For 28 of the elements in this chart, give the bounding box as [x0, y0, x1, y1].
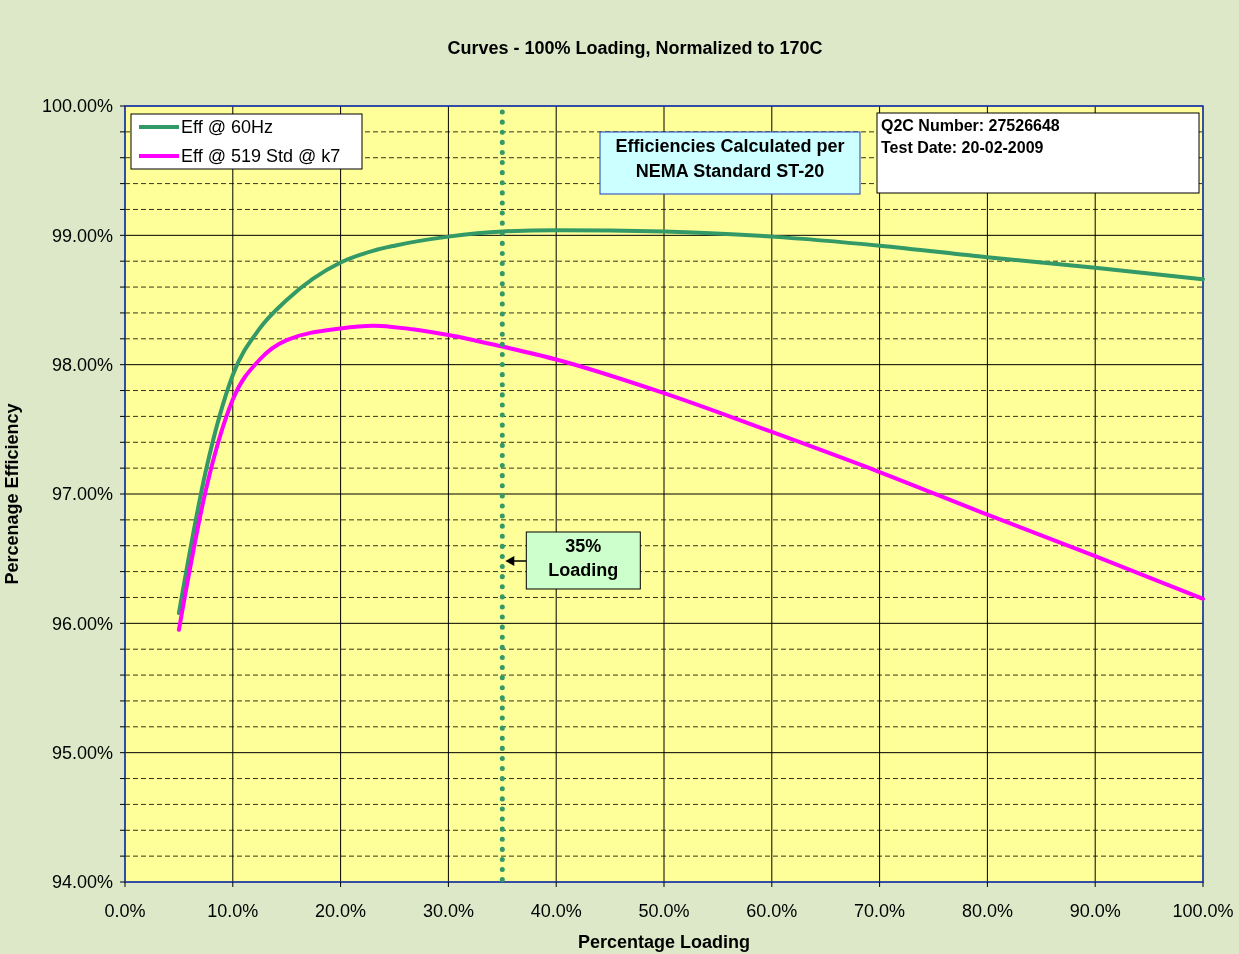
x-tick-label: 60.0%	[746, 901, 798, 921]
y-tick-label: 97.00%	[51, 484, 113, 505]
x-tick-label: 40.0%	[530, 901, 582, 921]
x-tick-label: 70.0%	[854, 901, 906, 921]
annotation: Q2C Number: 27526648	[881, 117, 1060, 134]
line-series	[176, 323, 1205, 632]
x-tick-label: 100.0%	[1172, 901, 1234, 921]
y-tick-label: 96.00%	[51, 613, 113, 634]
chart-title: Curves - 100% Loading, Normalized to 170C	[447, 38, 823, 58]
y-tick-label: 99.00%	[51, 225, 113, 246]
x-tick-label: 0.0%	[104, 901, 146, 921]
y-tick-label: 98.00%	[51, 354, 113, 375]
x-tick-label: 80.0%	[961, 901, 1013, 921]
annotation: Efficiencies Calculated per NEMA Standard ST-20	[615, 136, 845, 181]
annotation: Test Date: 20-02-2009	[881, 139, 1044, 156]
ref-line-label: 35% Loading	[548, 536, 619, 580]
x-tick-label: 50.0%	[638, 901, 690, 921]
x-tick-label: 10.0%	[207, 901, 259, 921]
x-tick-label: 90.0%	[1069, 901, 1121, 921]
y-tick-label: 94.00%	[51, 872, 113, 893]
y-tick-label: 95.00%	[51, 742, 113, 763]
x-tick-label: 30.0%	[422, 901, 474, 921]
y-axis-title: Percenage Efficiency	[2, 403, 22, 585]
x-tick-label: 20.0%	[315, 901, 367, 921]
legend-label: Eff @ 60Hz	[181, 117, 273, 138]
legend-label: Eff @ 519 Std @ k7	[181, 146, 341, 167]
x-axis-title: Percentage Loading	[577, 932, 751, 952]
y-tick-label: 100.00%	[41, 96, 113, 117]
